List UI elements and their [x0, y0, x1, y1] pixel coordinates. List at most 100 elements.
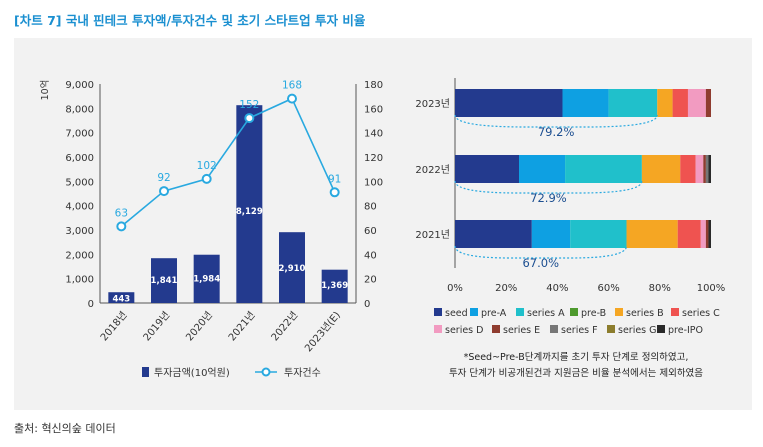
y2-tick-label: 180 — [364, 80, 383, 91]
right-x-tick-label: 80% — [649, 283, 671, 294]
stacked-segment-series-A — [565, 155, 642, 183]
stacked-segment-series-E — [705, 89, 711, 117]
bar-investment-amount — [151, 258, 177, 303]
line-value-label: 102 — [197, 160, 217, 172]
bar-value-label: 443 — [112, 295, 130, 305]
stacked-segment-series-D — [695, 155, 704, 183]
right-x-tick-label: 100% — [697, 283, 726, 294]
y-tick-label: 8,000 — [65, 104, 94, 115]
x-tick-label: 2018년 — [98, 309, 129, 343]
legend-label: series F — [561, 325, 598, 336]
y-tick-label: 9,000 — [65, 80, 94, 91]
y2-tick-label: 0 — [364, 299, 370, 310]
y-tick-label: 3,000 — [65, 226, 94, 237]
x-tick-label: 2022년 — [269, 309, 300, 343]
right-x-tick-label: 40% — [546, 283, 568, 294]
y-tick-label: 5,000 — [65, 177, 94, 188]
legend-swatch — [550, 325, 558, 333]
legend-swatch — [570, 308, 578, 316]
chart-canvas: 0 1,000 2,000 3,000 4,000 5,000 6,000 7,000 8,00… — [39, 78, 726, 379]
stacked-segment-seed — [455, 220, 532, 248]
stacked-segment-series-E — [705, 220, 709, 248]
line-value-label: 168 — [282, 80, 302, 92]
bar-investment-amount — [193, 254, 220, 303]
stacked-segment-series-A — [608, 89, 658, 117]
early-stage-ratio-label: 79.2% — [538, 125, 575, 139]
bar-investment-amount — [108, 292, 135, 303]
x-tick-label: 2021년 — [226, 309, 257, 343]
bar-value-label: 1,984 — [193, 274, 220, 284]
right-y-tick-label: 2023년 — [415, 98, 450, 110]
legend-label: pre-B — [581, 308, 606, 319]
footnote-line-2: 투자 단계가 비공개된건과 지원금은 비율 분석에서는 제외하였음 — [449, 367, 703, 379]
legend-label: pre-A — [481, 308, 507, 319]
line-value-label: 91 — [328, 173, 341, 185]
y-tick-label: 0 — [88, 299, 94, 310]
legend-swatch — [607, 325, 615, 333]
legend-swatch — [470, 308, 478, 316]
line-point — [287, 93, 297, 104]
y2-tick-label: 20 — [364, 275, 377, 286]
legend-line-marker — [261, 367, 271, 377]
stacked-segment-series-E — [703, 155, 706, 183]
chart-title: [차트 7] 국내 핀테크 투자액/투자건수 및 초기 스타트업 투자 비율 — [14, 13, 366, 28]
right-x-tick-label: 20% — [495, 283, 517, 294]
right-x-tick-label: 0% — [447, 283, 463, 294]
legend-bar-swatch — [142, 367, 149, 377]
source-note: 출처: 혁신의숲 데이터 — [14, 422, 116, 435]
line-point — [201, 173, 212, 184]
legend-swatch — [434, 325, 442, 333]
legend-swatch — [671, 308, 679, 316]
legend-label: series D — [445, 325, 483, 336]
stacked-segment-series-F — [705, 155, 709, 183]
legend-swatch — [657, 325, 665, 333]
line-point — [116, 221, 127, 232]
legend-bar-label: 투자금액(10억원) — [154, 367, 230, 379]
bar-investment-amount — [279, 232, 305, 303]
bar-value-label: 8,129 — [236, 207, 263, 217]
right-y-tick-label: 2022년 — [415, 164, 450, 176]
y-tick-label: 4,000 — [65, 202, 94, 213]
stacked-segment-series-C — [672, 89, 688, 117]
y2-tick-label: 140 — [364, 129, 383, 140]
y2-tick-label: 80 — [364, 202, 377, 213]
early-stage-ratio-label: 72.9% — [530, 191, 567, 205]
x-tick-label: 2023년(E) — [302, 309, 343, 354]
bar-value-label: 1,369 — [321, 281, 348, 291]
right-x-tick-label: 60% — [597, 283, 619, 294]
early-stage-bracket — [454, 180, 643, 194]
stacked-segment-pre-A — [531, 220, 571, 248]
stacked-segment-pre-A — [562, 89, 609, 117]
early-stage-bracket — [454, 245, 628, 259]
legend-label: series E — [503, 325, 540, 336]
bar-value-label: 2,910 — [279, 264, 306, 274]
stacked-segment-series-B — [641, 155, 681, 183]
legend-label: series G — [618, 325, 657, 336]
line-value-label: 152 — [239, 99, 259, 111]
stacked-segment-series-C — [677, 220, 701, 248]
y-tick-label: 6,000 — [65, 153, 94, 164]
line-point — [244, 113, 255, 124]
legend-label: series C — [682, 308, 720, 319]
y2-tick-label: 60 — [364, 226, 377, 237]
line-point — [159, 186, 169, 197]
y2-tick-label: 120 — [364, 153, 383, 164]
stacked-segment-series-D — [687, 89, 706, 117]
legend-line-label: 투자건수 — [284, 367, 321, 379]
bar-investment-amount — [321, 269, 348, 303]
y-tick-label: 2,000 — [65, 250, 94, 261]
line-point — [329, 187, 340, 198]
stacked-segment-seed — [455, 155, 519, 183]
y2-tick-label: 100 — [364, 177, 383, 188]
legend-swatch — [434, 308, 442, 316]
legend-swatch — [492, 325, 500, 333]
line-value-label: 92 — [157, 172, 170, 184]
stacked-segment-series-D — [700, 220, 706, 248]
legend-swatch — [615, 308, 623, 316]
stacked-segment-pre-A — [519, 155, 566, 183]
early-stage-bracket — [454, 114, 658, 128]
legend-label: seed — [445, 308, 468, 319]
y-axis-unit-label: 10억 — [39, 80, 51, 101]
footnote-line-1: *Seed~Pre-B단계까지를 초기 투자 단계로 정의하였고, — [464, 351, 689, 363]
stacked-segment-series-B — [657, 89, 673, 117]
